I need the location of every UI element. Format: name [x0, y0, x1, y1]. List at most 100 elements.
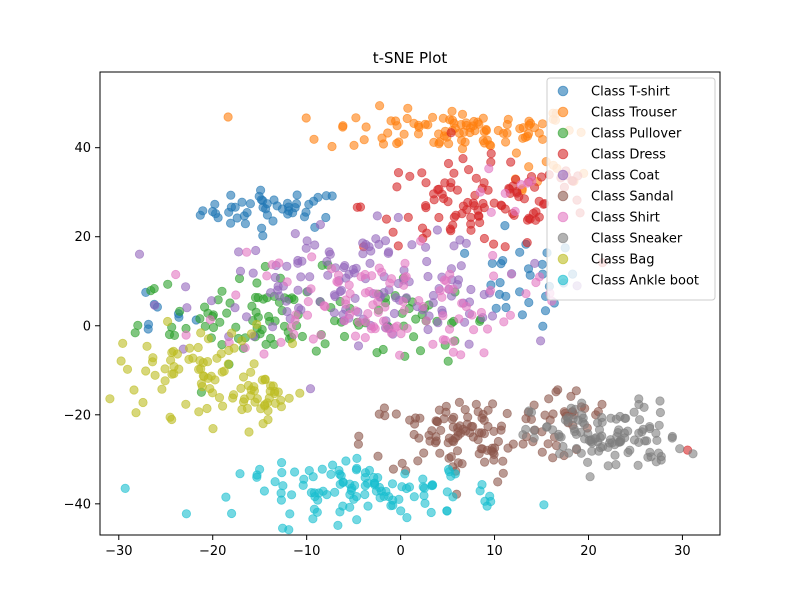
scatter-point	[238, 372, 249, 382]
scatter-point	[392, 182, 402, 192]
scatter-point	[420, 498, 430, 508]
scatter-point	[502, 119, 512, 130]
scatter-point	[388, 227, 398, 237]
scatter-point	[292, 190, 302, 200]
scatter-point	[438, 113, 448, 123]
scatter-point	[326, 469, 336, 479]
scatter-point	[487, 399, 498, 409]
scatter-point	[387, 479, 398, 489]
scatter-point	[442, 487, 452, 497]
scatter-point	[372, 211, 382, 221]
scatter-point	[485, 491, 495, 501]
series-7	[518, 394, 698, 482]
scatter-point	[402, 512, 412, 523]
scatter-point	[433, 318, 443, 328]
scatter-point	[244, 427, 254, 437]
y-tick-label: 20	[74, 230, 91, 245]
scatter-point	[147, 357, 158, 367]
scatter-point	[511, 148, 522, 158]
series-9	[120, 453, 549, 535]
scatter-point	[466, 284, 476, 295]
scatter-point	[327, 460, 338, 470]
legend-label: Class T-shirt	[591, 85, 670, 100]
scatter-point	[506, 269, 517, 279]
scatter-point	[264, 393, 274, 403]
scatter-point	[548, 409, 558, 419]
scatter-point	[282, 261, 292, 271]
scatter-point	[528, 208, 539, 218]
scatter-point	[352, 202, 362, 212]
scatter-point	[447, 115, 458, 125]
scatter-point	[380, 302, 390, 312]
scatter-point	[422, 256, 432, 267]
scatter-point	[255, 185, 266, 195]
scatter-point	[449, 168, 459, 178]
scatter-point	[475, 187, 485, 197]
scatter-point	[222, 308, 232, 318]
scatter-point	[378, 139, 389, 149]
scatter-point	[418, 301, 428, 312]
chart-title: t-SNE Plot	[373, 49, 448, 67]
scatter-point	[307, 252, 317, 262]
scatter-point	[297, 331, 307, 342]
scatter-point	[193, 342, 203, 353]
scatter-point	[380, 410, 390, 421]
scatter-point	[205, 383, 215, 394]
scatter-point	[200, 302, 210, 312]
scatter-point	[270, 477, 280, 487]
scatter-point	[409, 492, 419, 502]
scatter-point	[116, 356, 126, 366]
scatter-point	[359, 135, 369, 145]
scatter-point	[223, 112, 233, 122]
scatter-point	[563, 448, 574, 458]
scatter-point	[420, 119, 430, 129]
scatter-point	[456, 261, 466, 271]
scatter-point	[305, 272, 315, 282]
scatter-point	[205, 315, 215, 325]
scatter-point	[485, 140, 495, 150]
scatter-point	[654, 420, 664, 430]
scatter-point	[537, 119, 548, 129]
scatter-point	[339, 331, 350, 342]
scatter-point	[247, 301, 257, 311]
scatter-point	[464, 339, 474, 349]
scatter-point	[363, 308, 373, 319]
scatter-point	[389, 308, 399, 319]
scatter-point	[354, 431, 364, 441]
scatter-point	[160, 376, 170, 386]
scatter-point	[420, 242, 431, 252]
scatter-point	[251, 245, 261, 256]
scatter-point	[276, 495, 286, 505]
scatter-point	[517, 310, 528, 320]
scatter-point	[566, 391, 576, 401]
scatter-point	[212, 353, 222, 363]
scatter-point	[463, 165, 474, 175]
scatter-point	[548, 453, 558, 463]
y-axis-ticks: −40 −20 0 20 40	[64, 141, 100, 512]
scatter-point	[224, 345, 234, 356]
scatter-point	[332, 276, 342, 287]
scatter-point	[449, 241, 459, 251]
scatter-point	[289, 467, 300, 477]
scatter-point	[286, 490, 297, 500]
scatter-point	[400, 258, 410, 268]
scatter-point	[284, 525, 294, 535]
scatter-point	[399, 129, 409, 139]
scatter-point	[383, 128, 393, 138]
scatter-point	[393, 212, 403, 223]
scatter-point	[302, 310, 313, 320]
scatter-point	[198, 371, 208, 381]
scatter-point	[379, 491, 389, 501]
scatter-point	[499, 317, 509, 327]
scatter-point	[214, 392, 225, 403]
scatter-point	[443, 197, 453, 207]
scatter-point	[320, 339, 330, 349]
scatter-point	[392, 138, 402, 149]
scatter-point	[488, 271, 499, 281]
scatter-point	[274, 258, 284, 268]
scatter-point	[276, 457, 287, 468]
scatter-point	[273, 387, 283, 397]
scatter-point	[500, 137, 511, 147]
scatter-point	[448, 347, 458, 357]
scatter-point	[591, 433, 601, 443]
